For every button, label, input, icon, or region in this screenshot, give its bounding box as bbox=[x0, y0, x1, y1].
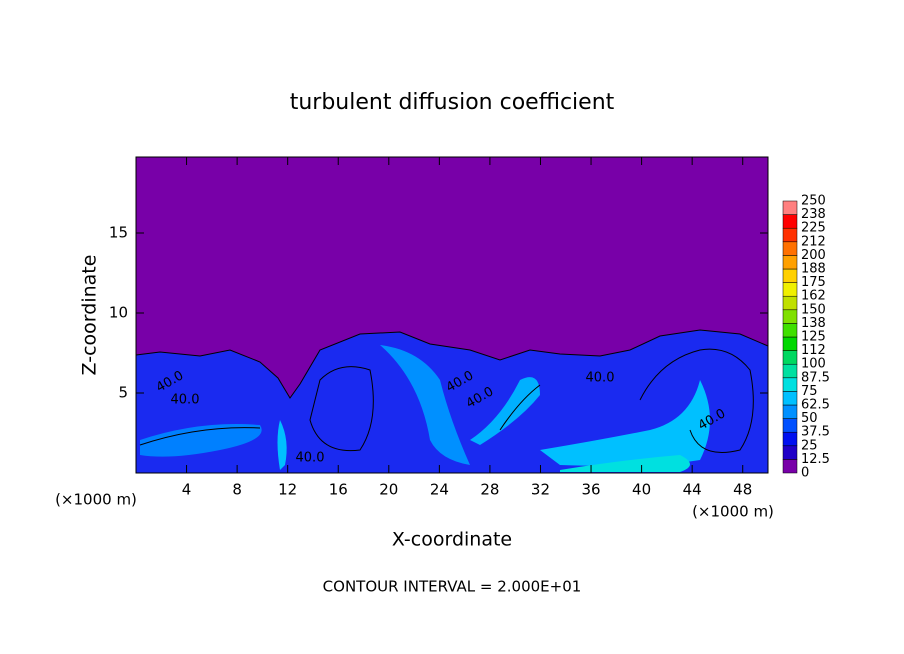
colorbar-label: 188 bbox=[801, 262, 826, 277]
colorbar-label: 50 bbox=[801, 411, 818, 426]
colorbar-label: 25 bbox=[801, 438, 818, 453]
colorbar-box bbox=[782, 445, 798, 460]
colorbar-label: 150 bbox=[801, 302, 826, 317]
colorbar-box bbox=[782, 241, 798, 256]
colorbar-box bbox=[782, 404, 798, 419]
colorbar-box bbox=[782, 431, 798, 447]
x-tick-label: 36 bbox=[581, 481, 600, 499]
colorbar-label: 162 bbox=[801, 289, 826, 304]
contour-line bbox=[499, 384, 541, 431]
contour-label: 40.0 bbox=[586, 371, 615, 386]
colorbar-label: 37.5 bbox=[801, 425, 830, 440]
footer: CONTOUR INTERVAL = 2.000E+01 bbox=[323, 578, 582, 596]
colorbar-label: 138 bbox=[801, 316, 826, 331]
colorbar-label: 125 bbox=[801, 330, 826, 345]
colorbar-box bbox=[782, 309, 798, 324]
colorbar-label: 250 bbox=[801, 194, 826, 209]
colorbar-label: 100 bbox=[801, 357, 826, 372]
contour-label: 40.0 bbox=[171, 393, 200, 408]
colorbar-box bbox=[782, 295, 798, 311]
x-tick-label: 16 bbox=[329, 481, 348, 499]
contour-label: 40.0 bbox=[296, 451, 325, 466]
colorbar-label: 200 bbox=[801, 248, 826, 263]
field bbox=[135, 157, 769, 474]
contour-line bbox=[639, 348, 754, 453]
colorbar-box bbox=[782, 214, 798, 229]
colorbar-box bbox=[782, 418, 798, 433]
colorbar-label: 75 bbox=[801, 384, 818, 399]
contour-line bbox=[309, 366, 374, 452]
x-tick-label: 32 bbox=[531, 481, 550, 499]
colorbar-box bbox=[782, 350, 798, 365]
field-region bbox=[277, 420, 287, 470]
colorbar-box bbox=[782, 200, 798, 215]
field-region bbox=[135, 329, 769, 474]
colorbar-box bbox=[782, 336, 798, 351]
colorbar-box bbox=[782, 227, 798, 243]
x-unit-label: (×1000 m) bbox=[692, 503, 774, 521]
colorbar-label: 62.5 bbox=[801, 398, 830, 413]
y-axis-label: Z-coordinate bbox=[79, 255, 101, 376]
field-region bbox=[140, 424, 262, 457]
x-tick-label: 4 bbox=[182, 481, 192, 499]
x-tick-label: 44 bbox=[683, 481, 702, 499]
x-tick-label: 8 bbox=[232, 481, 242, 499]
field-region bbox=[540, 380, 710, 466]
colorbar-label: 0 bbox=[801, 466, 809, 481]
x-tick-label: 40 bbox=[632, 481, 651, 499]
x-tick-label: 28 bbox=[480, 481, 499, 499]
contour-line bbox=[139, 427, 261, 446]
colorbar-box bbox=[782, 459, 798, 474]
colorbar-label: 12.5 bbox=[801, 452, 830, 467]
colorbar-box bbox=[782, 268, 798, 283]
y-tick-label: 10 bbox=[109, 304, 128, 322]
colorbar-label: 212 bbox=[801, 234, 826, 249]
y-tick-label: 5 bbox=[118, 384, 128, 402]
chart-title: turbulent diffusion coefficient bbox=[290, 90, 615, 115]
x-tick-label: 48 bbox=[733, 481, 752, 499]
colorbar-label: 112 bbox=[801, 343, 826, 358]
y-unit-label: (×1000 m) bbox=[55, 491, 137, 509]
colorbar-label: 225 bbox=[801, 221, 826, 236]
colorbar-box bbox=[782, 323, 798, 338]
colorbar-box bbox=[782, 377, 798, 392]
colorbar-label: 175 bbox=[801, 275, 826, 290]
colorbar-box bbox=[782, 363, 798, 379]
colorbar-box bbox=[782, 282, 798, 297]
colorbar-box bbox=[782, 391, 798, 406]
field-region bbox=[470, 377, 540, 445]
field-region bbox=[560, 455, 690, 472]
y-tick-label: 15 bbox=[109, 224, 128, 242]
x-tick-label: 12 bbox=[278, 481, 297, 499]
x-axis-label: X-coordinate bbox=[392, 529, 512, 551]
x-tick-label: 24 bbox=[430, 481, 449, 499]
x-tick-label: 20 bbox=[379, 481, 398, 499]
colorbar-box bbox=[782, 255, 798, 270]
colorbar-label: 87.5 bbox=[801, 370, 830, 385]
field-region bbox=[380, 345, 470, 465]
colorbar-label: 238 bbox=[801, 207, 826, 222]
plot-frame bbox=[135, 156, 769, 474]
